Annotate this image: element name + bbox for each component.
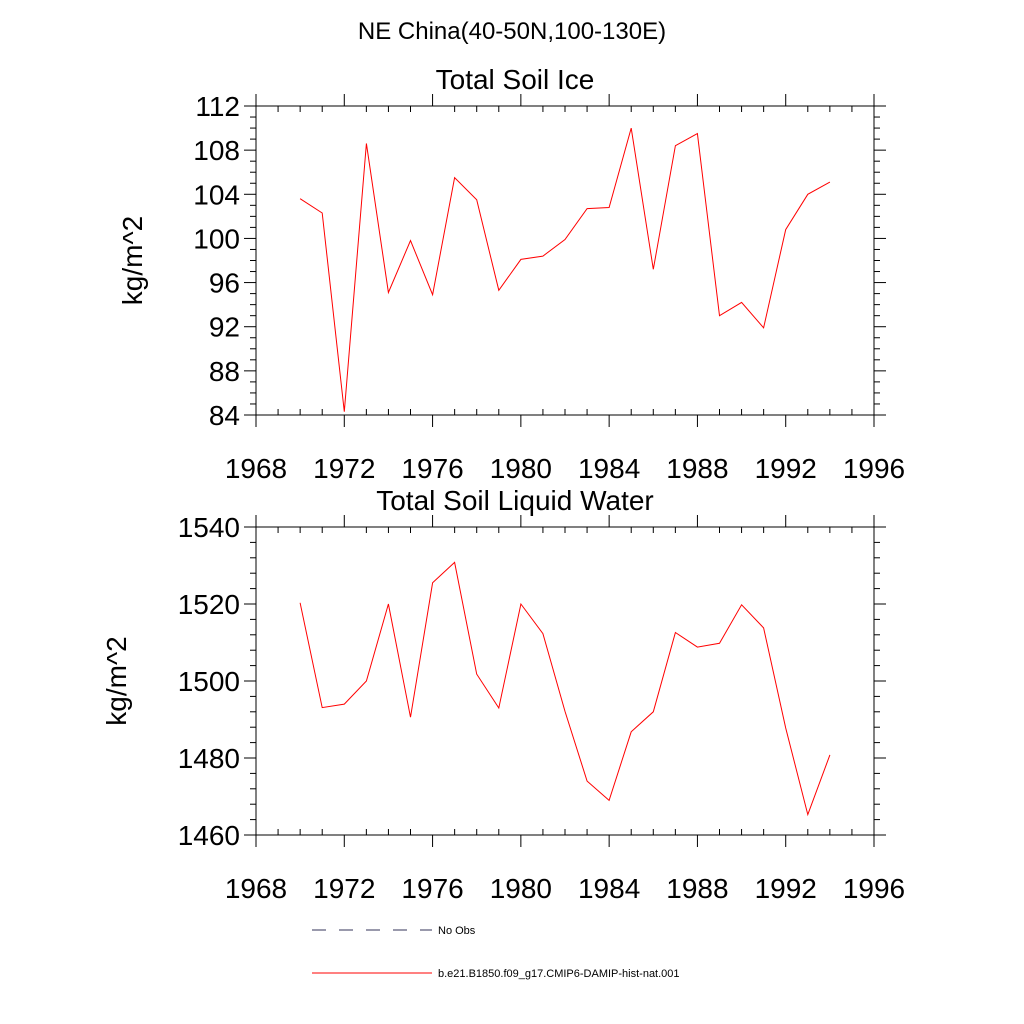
- y-tick-label: 104: [193, 179, 240, 210]
- panel-total-soil-ice: Total Soil Ice kg/m^2 1968 1972 1976 1980 1984…: [117, 64, 905, 484]
- y-tick-label: 1480: [178, 743, 240, 774]
- legend-label: b.e21.B1850.f09_g17.CMIP6-DAMIP-hist-nat…: [438, 968, 680, 980]
- y-tick-label: 1520: [178, 589, 240, 620]
- x-tick-label: 1980: [490, 873, 552, 904]
- chart-title: Total Soil Liquid Water: [376, 485, 654, 516]
- legend-item-model-run: b.e21.B1850.f09_g17.CMIP6-DAMIP-hist-nat…: [312, 968, 680, 980]
- y-tick-label: 84: [209, 400, 240, 431]
- y-axis-label: kg/m^2: [101, 636, 132, 725]
- x-tick-label: 1988: [666, 873, 728, 904]
- legend-item-no-obs: No Obs: [312, 925, 476, 937]
- x-tick-label: 1992: [755, 453, 817, 484]
- x-tick-label: 1976: [401, 453, 463, 484]
- y-tick-label: 92: [209, 312, 240, 343]
- series-line: [299, 561, 831, 817]
- x-tick-label: 1996: [843, 453, 905, 484]
- x-tick-label: 1968: [225, 453, 287, 484]
- plot-frame: [255, 105, 875, 416]
- y-tick-label: 1500: [178, 666, 240, 697]
- y-tick-label: 112: [195, 91, 240, 122]
- y-tick-label: 100: [193, 223, 240, 254]
- x-tick-label: 1992: [755, 873, 817, 904]
- series-line: [299, 127, 831, 412]
- y-tick-label: 1540: [178, 512, 240, 543]
- legend-label: No Obs: [438, 925, 476, 937]
- figure-suptitle: NE China(40-50N,100-130E): [357, 18, 667, 45]
- x-tick-label: 1972: [313, 453, 375, 484]
- plot-frame: [255, 526, 875, 836]
- panel-total-soil-liquid-water: Total Soil Liquid Water kg/m^2 1968 1972 197…: [101, 485, 905, 904]
- x-tick-label: 1972: [313, 873, 375, 904]
- x-tick-label: 1996: [843, 873, 905, 904]
- y-tick-label: 108: [193, 135, 240, 166]
- y-axis-label: kg/m^2: [117, 216, 148, 305]
- y-tick-label: 1460: [178, 820, 240, 851]
- x-tick-label: 1988: [666, 453, 728, 484]
- legend: No Obs b.e21.B1850.f09_g17.CMIP6-DAMIP-h…: [312, 925, 680, 980]
- x-tick-label: 1976: [401, 873, 463, 904]
- x-tick-label: 1984: [578, 453, 640, 484]
- x-tick-label: 1968: [225, 873, 287, 904]
- y-tick-label: 88: [209, 356, 240, 387]
- x-tick-label: 1980: [490, 453, 552, 484]
- x-tick-label: 1984: [578, 873, 640, 904]
- chart-title: Total Soil Ice: [436, 64, 595, 95]
- y-tick-label: 96: [209, 268, 240, 299]
